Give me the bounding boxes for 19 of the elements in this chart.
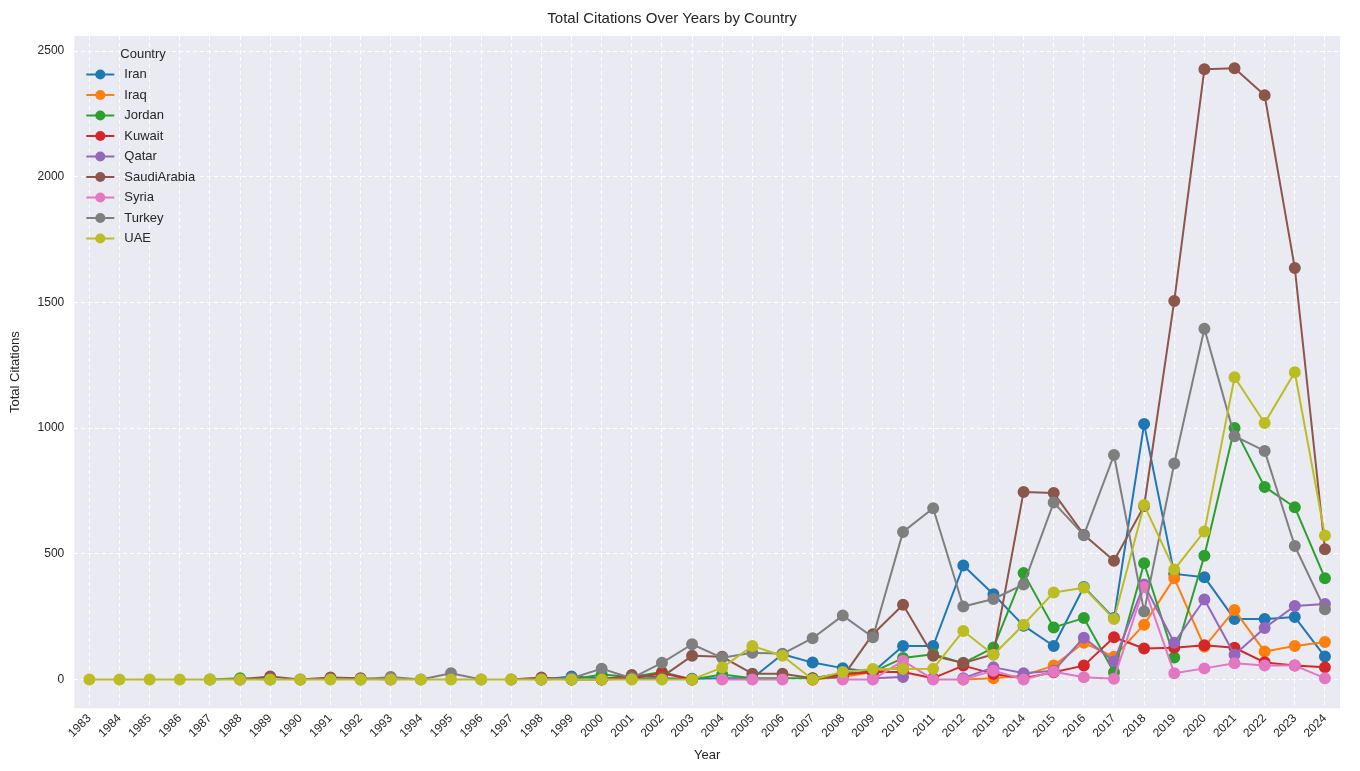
legend-label: Jordan: [124, 107, 165, 123]
legend-label: UAE: [124, 230, 152, 246]
legend-label: SaudiArabia: [124, 168, 196, 184]
y-tick-label: 2000: [37, 169, 65, 184]
x-axis-title: Year: [694, 746, 721, 762]
y-tick-label: 500: [44, 546, 65, 561]
y-axis-title: Total Citations: [7, 330, 23, 413]
legend-label: Syria: [124, 189, 155, 205]
y-tick-label: 2500: [37, 43, 65, 58]
legend-label: Qatar: [124, 148, 158, 164]
legend-label: Iran: [124, 66, 147, 82]
chart-title: Total Citations Over Years by Country: [547, 9, 798, 27]
y-tick-label: 1000: [37, 420, 65, 435]
legend-label: Turkey: [124, 209, 165, 225]
y-tick-label: 0: [57, 671, 65, 686]
y-tick-label: 1500: [37, 294, 65, 309]
legend-label: Iraq: [124, 86, 147, 102]
legend-title: Country: [120, 45, 167, 61]
legend-label: Kuwait: [124, 127, 164, 143]
